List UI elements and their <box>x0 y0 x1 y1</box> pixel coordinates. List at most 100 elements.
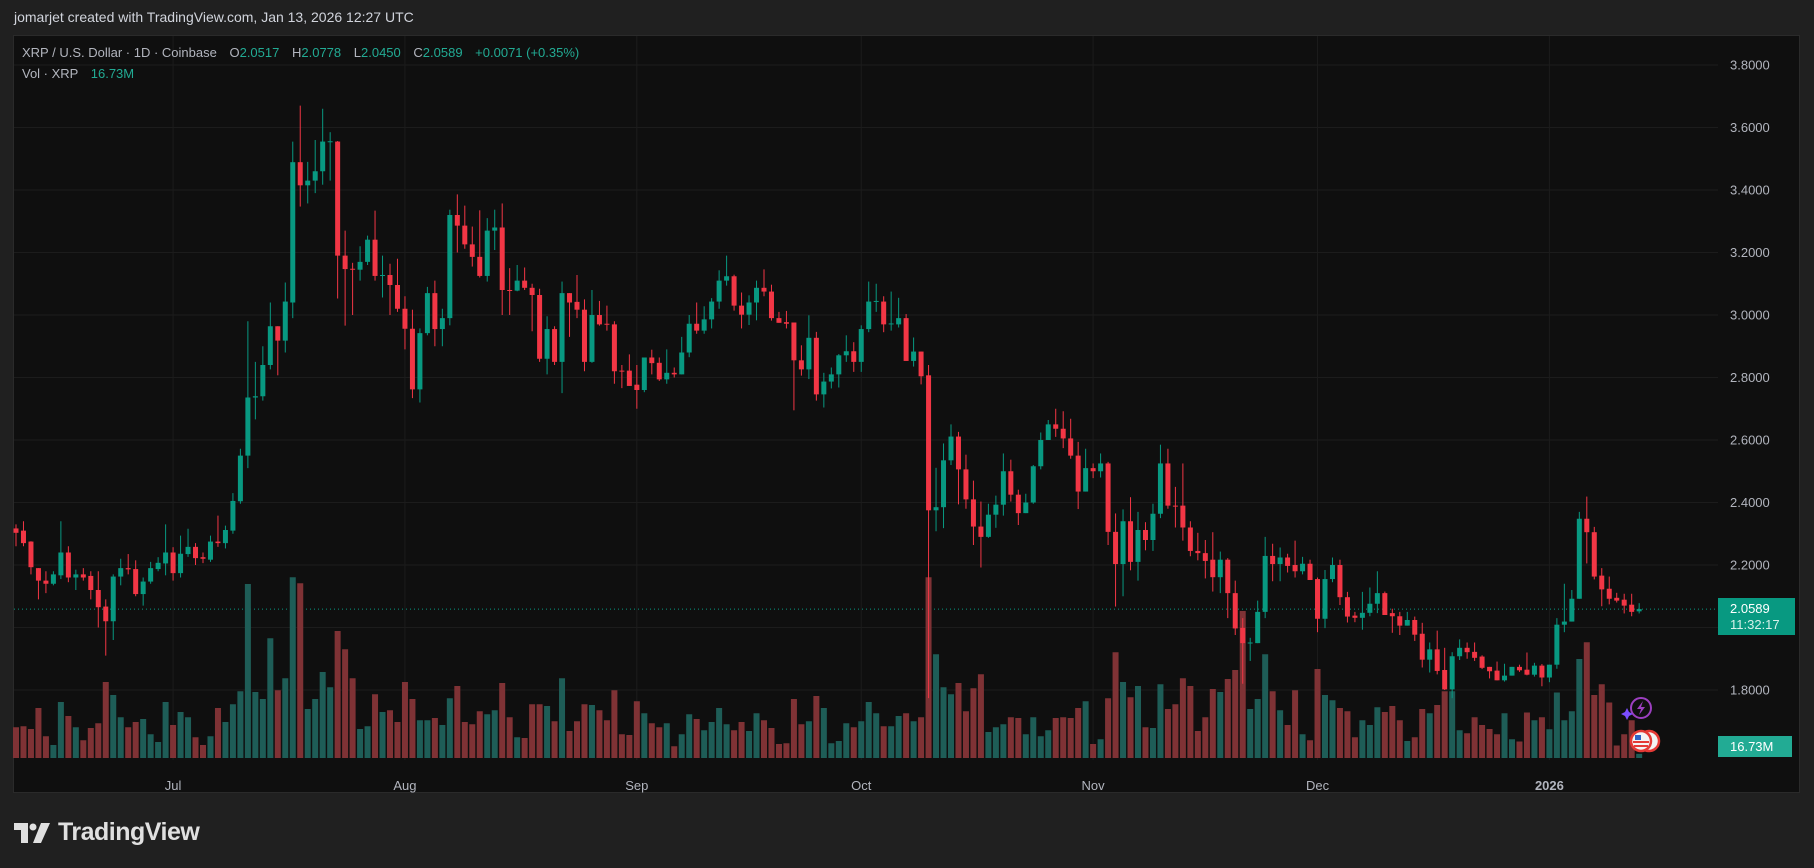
candle[interactable] <box>282 282 288 353</box>
candle[interactable] <box>58 521 64 580</box>
candle[interactable] <box>73 569 79 590</box>
candle[interactable] <box>1105 461 1111 545</box>
chart-panel[interactable] <box>13 35 1800 793</box>
candle[interactable] <box>537 288 543 362</box>
candle[interactable] <box>731 274 737 311</box>
candle[interactable] <box>1232 580 1238 635</box>
candle[interactable] <box>739 292 745 329</box>
candle[interactable] <box>1090 463 1096 479</box>
candle[interactable] <box>1576 511 1582 599</box>
candle[interactable] <box>1449 652 1455 699</box>
candle[interactable] <box>709 298 715 329</box>
candle[interactable] <box>970 480 976 545</box>
candle[interactable] <box>664 349 670 384</box>
candle[interactable] <box>492 209 498 250</box>
candle[interactable] <box>552 326 558 365</box>
candle[interactable] <box>1015 489 1021 525</box>
candle[interactable] <box>1539 664 1545 687</box>
candle[interactable] <box>350 262 356 315</box>
candle[interactable] <box>1008 459 1014 502</box>
candle[interactable] <box>1546 664 1552 683</box>
candle[interactable] <box>1389 608 1395 633</box>
candle[interactable] <box>1614 592 1620 603</box>
candle[interactable] <box>1606 576 1612 605</box>
candle[interactable] <box>335 140 341 299</box>
candle[interactable] <box>918 351 924 385</box>
candle[interactable] <box>1382 591 1388 615</box>
candle[interactable] <box>821 372 827 408</box>
candle[interactable] <box>1247 637 1253 661</box>
candle[interactable] <box>1068 418 1074 459</box>
candle[interactable] <box>1524 652 1530 676</box>
candle[interactable] <box>783 310 789 329</box>
candle[interactable] <box>252 361 258 420</box>
candle[interactable] <box>178 535 184 578</box>
candle[interactable] <box>1165 448 1171 509</box>
candle[interactable] <box>290 141 296 319</box>
candle[interactable] <box>424 286 430 336</box>
candle[interactable] <box>1217 551 1223 594</box>
candle[interactable] <box>1075 441 1081 510</box>
candle[interactable] <box>170 547 176 581</box>
volume-legend[interactable]: Vol · XRP 16.73M <box>22 66 134 81</box>
candle[interactable] <box>215 515 221 547</box>
candle[interactable] <box>327 132 333 181</box>
candle[interactable] <box>1270 543 1276 582</box>
candle[interactable] <box>380 255 386 298</box>
candle[interactable] <box>746 295 752 325</box>
candle[interactable] <box>716 270 722 309</box>
candle[interactable] <box>1352 611 1358 623</box>
candle[interactable] <box>1412 616 1418 641</box>
candle[interactable] <box>193 543 199 565</box>
candle[interactable] <box>1142 522 1148 551</box>
candle[interactable] <box>110 574 116 640</box>
candle[interactable] <box>469 226 475 267</box>
candle[interactable] <box>694 302 700 334</box>
candle[interactable] <box>686 315 692 358</box>
candle[interactable] <box>1629 593 1635 617</box>
candle[interactable] <box>1591 526 1597 580</box>
candle[interactable] <box>507 268 513 315</box>
candle[interactable] <box>484 218 490 282</box>
candle[interactable] <box>477 210 483 278</box>
candle[interactable] <box>896 297 902 328</box>
candle[interactable] <box>649 349 655 375</box>
tradingview-logo[interactable]: TradingView <box>14 818 200 847</box>
candle[interactable] <box>103 599 109 656</box>
candle[interactable] <box>948 424 954 465</box>
candle[interactable] <box>1172 486 1178 528</box>
candle[interactable] <box>1255 600 1261 644</box>
candle[interactable] <box>50 571 56 586</box>
candle[interactable] <box>1240 618 1246 684</box>
candle[interactable] <box>559 281 565 394</box>
candle[interactable] <box>641 357 647 393</box>
candle[interactable] <box>656 357 662 381</box>
candle[interactable] <box>941 443 947 529</box>
candle[interactable] <box>791 322 797 411</box>
candle[interactable] <box>1359 591 1365 630</box>
candle[interactable] <box>1060 411 1066 449</box>
candle[interactable] <box>776 311 782 323</box>
candle[interactable] <box>955 431 961 505</box>
candle[interactable] <box>903 314 909 361</box>
candle[interactable] <box>843 335 849 362</box>
candle[interactable] <box>1307 559 1313 580</box>
candle[interactable] <box>1531 662 1537 677</box>
candle[interactable] <box>1464 642 1470 659</box>
candle[interactable] <box>185 528 191 557</box>
candle[interactable] <box>148 561 154 584</box>
candle[interactable] <box>1569 590 1575 622</box>
candle[interactable] <box>155 557 161 572</box>
candle[interactable] <box>1113 513 1119 607</box>
candle[interactable] <box>402 296 408 350</box>
candle[interactable] <box>462 205 468 249</box>
candle[interactable] <box>1277 547 1283 582</box>
candle[interactable] <box>1023 493 1029 514</box>
candle[interactable] <box>1083 448 1089 492</box>
candle[interactable] <box>1561 583 1567 633</box>
candle[interactable] <box>237 448 243 504</box>
candle[interactable] <box>118 558 124 586</box>
candle[interactable] <box>574 275 580 319</box>
candle[interactable] <box>1030 465 1036 504</box>
candle[interactable] <box>626 354 632 386</box>
